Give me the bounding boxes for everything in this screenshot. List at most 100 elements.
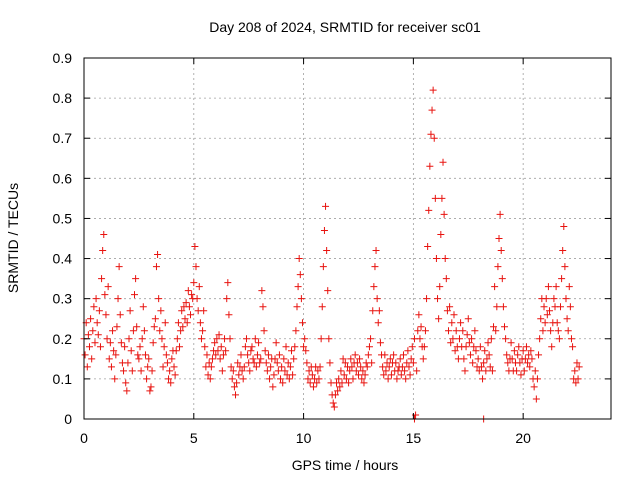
data-point	[222, 347, 230, 355]
data-point	[282, 343, 290, 351]
data-point	[360, 379, 368, 387]
data-point	[98, 275, 106, 283]
data-point	[435, 315, 443, 323]
data-point	[105, 355, 113, 363]
data-point	[364, 351, 372, 359]
data-point	[166, 367, 174, 375]
data-point	[213, 335, 221, 343]
data-point	[471, 327, 479, 335]
data-point	[374, 319, 382, 327]
data-point	[101, 291, 109, 299]
data-point	[547, 327, 555, 335]
data-point	[183, 319, 191, 327]
data-point	[451, 347, 459, 355]
data-point	[88, 355, 96, 363]
data-point	[178, 307, 186, 315]
data-point	[305, 367, 313, 375]
data-point	[197, 335, 205, 343]
data-point	[115, 263, 123, 271]
data-point	[334, 387, 342, 395]
data-point	[381, 351, 389, 359]
data-point	[125, 335, 133, 343]
data-point	[297, 295, 305, 303]
data-point	[211, 339, 219, 347]
data-point	[106, 339, 114, 347]
data-point	[432, 255, 440, 263]
data-point	[459, 327, 467, 335]
data-point	[113, 323, 121, 331]
data-point	[323, 247, 331, 255]
data-point	[513, 367, 521, 375]
data-point	[137, 367, 145, 375]
data-point	[540, 303, 548, 311]
data-point	[390, 351, 398, 359]
data-point	[493, 303, 501, 311]
data-point	[499, 303, 507, 311]
data-point	[154, 251, 162, 259]
data-point	[262, 359, 270, 367]
data-point	[230, 383, 238, 391]
data-point	[261, 347, 269, 355]
data-point	[191, 243, 199, 251]
data-point	[463, 331, 471, 339]
data-point	[326, 359, 334, 367]
data-point	[455, 335, 463, 343]
data-point	[464, 315, 472, 323]
data-point	[403, 359, 411, 367]
data-point	[100, 230, 108, 238]
data-point	[174, 319, 182, 327]
data-point	[398, 363, 406, 371]
data-point	[273, 359, 281, 367]
data-point	[553, 319, 561, 327]
data-point	[556, 303, 564, 311]
data-point	[461, 367, 469, 375]
data-point	[140, 327, 148, 335]
y-tick-label: 0.7	[53, 130, 73, 146]
data-point	[539, 327, 547, 335]
data-point	[447, 339, 455, 347]
data-point	[482, 367, 490, 375]
data-point	[294, 283, 302, 291]
ticks: 0 0.1 0.2 0.3 0.4 0.5 0.6 0.7 0.8 0.9 0 5 10 15 20	[53, 50, 611, 446]
data-point	[338, 379, 346, 387]
data-point	[123, 387, 131, 395]
data-point	[571, 367, 579, 375]
data-point	[541, 319, 549, 327]
data-point	[441, 255, 449, 263]
data-point	[102, 311, 110, 319]
data-point	[264, 351, 272, 359]
data-point	[575, 363, 583, 371]
data-point	[531, 367, 539, 375]
data-point	[474, 355, 482, 363]
data-point	[275, 351, 283, 359]
data-point	[399, 351, 407, 359]
data-point	[151, 315, 159, 323]
data-point	[317, 335, 325, 343]
data-point	[325, 335, 333, 343]
data-point	[376, 339, 384, 347]
data-point	[431, 194, 439, 202]
data-point	[152, 263, 160, 271]
data-point	[526, 363, 534, 371]
data-point	[445, 327, 453, 335]
data-point	[263, 367, 271, 375]
data-point	[259, 303, 267, 311]
data-point	[239, 375, 247, 383]
data-point	[147, 383, 155, 391]
data-point	[229, 367, 237, 375]
data-point	[286, 363, 294, 371]
data-point	[252, 363, 260, 371]
data-point	[203, 351, 211, 359]
data-point	[145, 355, 153, 363]
data-point	[352, 367, 360, 375]
data-point	[306, 379, 314, 387]
data-point	[423, 295, 431, 303]
data-point	[574, 375, 582, 383]
data-point	[369, 307, 377, 315]
data-point	[524, 359, 532, 367]
data-point	[359, 367, 367, 375]
y-tick-label: 0.6	[53, 170, 73, 186]
data-point	[96, 343, 104, 351]
data-point	[485, 351, 493, 359]
